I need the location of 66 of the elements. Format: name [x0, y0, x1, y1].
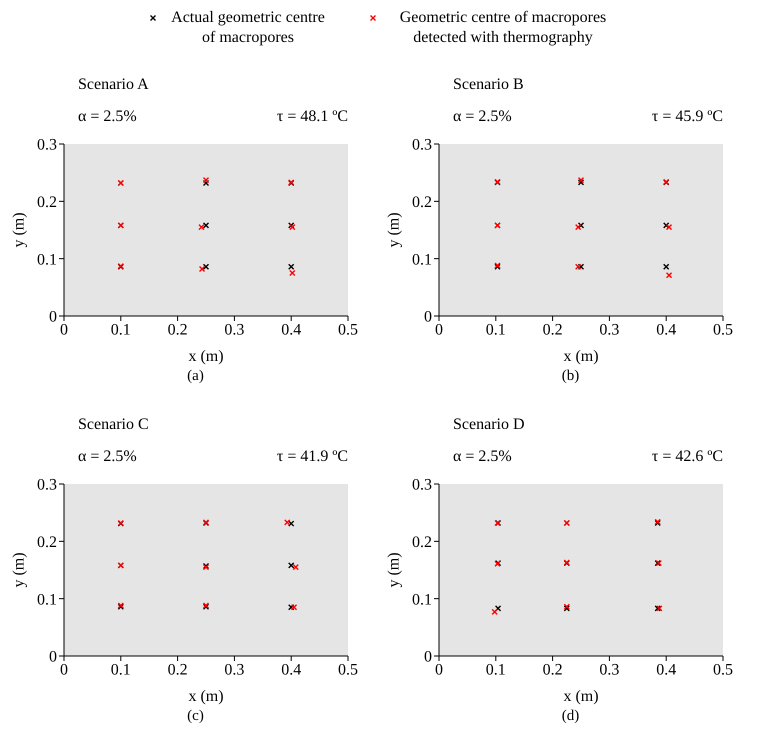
- x-tick-label: 0.1: [486, 321, 506, 338]
- text: α = 2.5%: [453, 108, 512, 126]
- x-tick-label: 0.3: [599, 661, 620, 678]
- y-tick-label: 0: [49, 648, 57, 666]
- x-tick-label: 0.4: [656, 661, 676, 678]
- x-tick-label: 0.1: [486, 661, 506, 678]
- x-tick-label: 0.5: [338, 321, 358, 338]
- x-tick-label: 0.5: [338, 661, 358, 678]
- y-tick-label: 0.2: [37, 534, 57, 552]
- y-axis-title: y (m): [10, 552, 28, 588]
- y-tick-label: 0.3: [37, 136, 57, 154]
- x-tick-label: 0.3: [599, 321, 620, 338]
- text: α = 2.5%: [78, 108, 137, 126]
- text: α = 2.5%: [78, 448, 137, 466]
- y-tick-label: 0.3: [412, 476, 432, 494]
- x-axis-title: x (m): [563, 348, 599, 365]
- text: (c): [186, 708, 205, 725]
- text: τ = 41.9 ºC: [276, 448, 348, 466]
- y-tick-label: 0: [424, 648, 432, 666]
- x-axis-title: x (m): [563, 688, 599, 705]
- x-axis-title: x (m): [188, 688, 224, 705]
- x-tick-label: 0: [60, 661, 68, 678]
- x-tick-label: 0.2: [542, 321, 563, 338]
- x-tick-label: 0.4: [281, 661, 302, 678]
- y-axis-title: y (m): [386, 212, 403, 248]
- x-axis-title: x (m): [188, 348, 224, 365]
- y-tick-label: 0: [424, 308, 432, 326]
- y-axis-title: y (m): [386, 552, 403, 588]
- x-tick-label: 0: [60, 321, 68, 338]
- text: τ = 48.1 ºC: [276, 108, 348, 126]
- x-tick-label: 0.3: [224, 661, 244, 678]
- y-tick-label: 0.3: [37, 476, 57, 494]
- x-tick-label: 0: [435, 321, 443, 338]
- text: Scenario D: [453, 416, 525, 434]
- text: Scenario A: [78, 76, 149, 94]
- y-tick-label: 0.2: [412, 194, 432, 212]
- text: (a): [186, 368, 205, 385]
- y-tick-label: 0.1: [412, 251, 432, 268]
- text: (d): [560, 708, 580, 725]
- text: τ = 42.6 ºC: [652, 448, 723, 466]
- x-tick-label: 0.4: [656, 321, 676, 338]
- y-tick-label: 0.1: [37, 591, 57, 608]
- text: α = 2.5%: [453, 448, 512, 466]
- y-tick-label: 0.3: [412, 136, 432, 154]
- x-tick-label: 0: [435, 661, 443, 678]
- legend-label: Geometric centre of macropores detected with thermography: [398, 8, 608, 48]
- y-axis-title: y (m): [10, 212, 28, 248]
- x-tick-label: 0.2: [168, 661, 188, 678]
- text: Scenario C: [78, 416, 149, 434]
- x-tick-label: 0.2: [168, 321, 188, 338]
- x-tick-label: 0.5: [713, 661, 733, 678]
- x-tick-label: 0.1: [110, 321, 131, 338]
- y-tick-label: 0.2: [37, 194, 57, 212]
- x-tick-label: 0.2: [542, 661, 563, 678]
- y-tick-label: 0: [49, 308, 57, 326]
- x-tick-label: 0.4: [281, 321, 302, 338]
- y-tick-label: 0.2: [412, 534, 432, 552]
- x-tick-label: 0.5: [713, 321, 733, 338]
- legend-label: Actual geometric centre of macropores: [170, 8, 326, 48]
- x-tick-label: 0.3: [224, 321, 244, 338]
- x-tick-label: 0.1: [110, 661, 131, 678]
- text: (b): [560, 368, 580, 385]
- y-tick-label: 0.1: [412, 591, 432, 608]
- text: τ = 45.9 ºC: [652, 108, 723, 126]
- text: Scenario B: [453, 76, 524, 94]
- y-tick-label: 0.1: [37, 251, 57, 268]
